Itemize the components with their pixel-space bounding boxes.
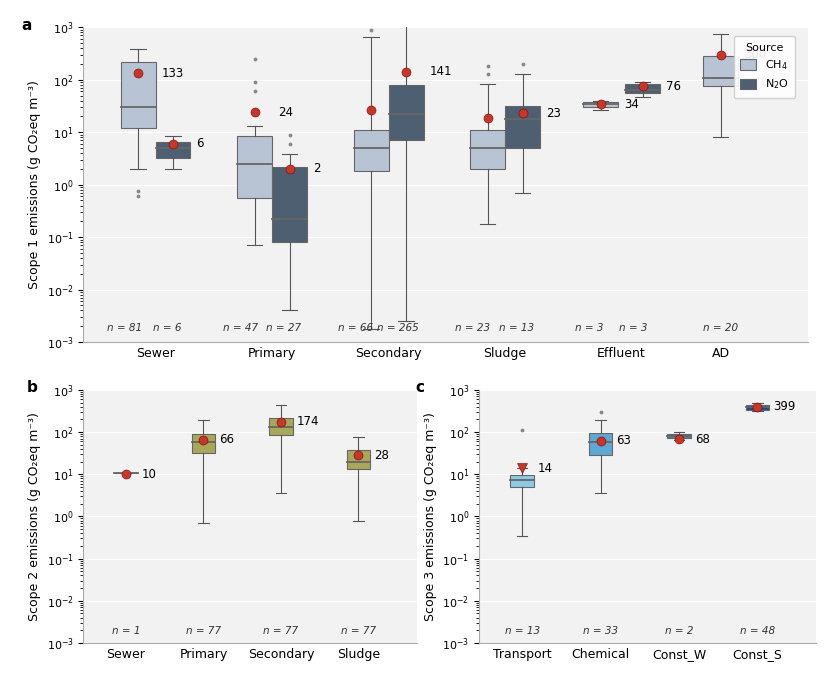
FancyBboxPatch shape bbox=[388, 85, 423, 140]
Text: 133: 133 bbox=[162, 67, 183, 80]
Text: 14: 14 bbox=[538, 462, 553, 475]
Text: n = 2: n = 2 bbox=[665, 626, 693, 635]
FancyBboxPatch shape bbox=[625, 84, 660, 94]
Text: 28: 28 bbox=[374, 449, 389, 462]
Text: 10: 10 bbox=[142, 468, 157, 481]
Y-axis label: Scope 2 emissions (g CO₂eq m⁻³): Scope 2 emissions (g CO₂eq m⁻³) bbox=[28, 412, 41, 621]
Y-axis label: Scope 1 emissions (g CO₂eq m⁻³): Scope 1 emissions (g CO₂eq m⁻³) bbox=[28, 80, 41, 289]
Text: n = 47: n = 47 bbox=[223, 323, 258, 332]
Text: n = 23: n = 23 bbox=[455, 323, 490, 332]
Text: 2: 2 bbox=[313, 162, 321, 175]
FancyBboxPatch shape bbox=[156, 142, 191, 158]
Text: 23: 23 bbox=[546, 107, 561, 120]
Text: c: c bbox=[415, 380, 424, 395]
Text: n = 27: n = 27 bbox=[266, 323, 302, 332]
Text: 76: 76 bbox=[666, 79, 681, 92]
Text: n = 66: n = 66 bbox=[338, 323, 373, 332]
Text: n = 13: n = 13 bbox=[499, 323, 534, 332]
FancyBboxPatch shape bbox=[589, 433, 612, 456]
Text: n = 6: n = 6 bbox=[153, 323, 182, 332]
FancyBboxPatch shape bbox=[354, 130, 388, 171]
Text: n = 81: n = 81 bbox=[107, 323, 142, 332]
Legend: CH$_4$, N$_2$O: CH$_4$, N$_2$O bbox=[734, 36, 796, 98]
FancyBboxPatch shape bbox=[470, 130, 505, 169]
Text: 27: 27 bbox=[394, 103, 409, 116]
FancyBboxPatch shape bbox=[511, 475, 534, 487]
Text: n = 77: n = 77 bbox=[186, 626, 221, 635]
Text: a: a bbox=[22, 18, 32, 33]
FancyBboxPatch shape bbox=[347, 450, 370, 469]
Text: n = 77: n = 77 bbox=[341, 626, 376, 635]
Text: 24: 24 bbox=[278, 106, 293, 119]
FancyBboxPatch shape bbox=[272, 167, 307, 242]
Text: n = 48: n = 48 bbox=[740, 626, 775, 635]
FancyBboxPatch shape bbox=[269, 418, 292, 435]
FancyBboxPatch shape bbox=[121, 62, 156, 128]
Text: n = 3: n = 3 bbox=[619, 323, 647, 332]
FancyBboxPatch shape bbox=[703, 56, 738, 86]
Text: 68: 68 bbox=[695, 432, 710, 445]
Text: 63: 63 bbox=[616, 434, 631, 447]
FancyBboxPatch shape bbox=[583, 102, 618, 107]
Text: n = 33: n = 33 bbox=[583, 626, 618, 635]
FancyBboxPatch shape bbox=[237, 136, 272, 198]
Text: n = 13: n = 13 bbox=[505, 626, 540, 635]
Text: 174: 174 bbox=[297, 415, 319, 428]
Text: 66: 66 bbox=[219, 433, 234, 446]
FancyBboxPatch shape bbox=[667, 434, 691, 438]
Text: 399: 399 bbox=[773, 400, 796, 413]
Text: n = 20: n = 20 bbox=[703, 323, 738, 332]
Text: n = 77: n = 77 bbox=[263, 626, 298, 635]
Text: b: b bbox=[27, 380, 37, 395]
FancyBboxPatch shape bbox=[505, 106, 540, 148]
Text: 141: 141 bbox=[429, 66, 451, 79]
Text: 6: 6 bbox=[197, 137, 204, 150]
Text: 300: 300 bbox=[744, 49, 766, 62]
Y-axis label: Scope 3 emissions (g CO₂eq m⁻³): Scope 3 emissions (g CO₂eq m⁻³) bbox=[424, 412, 436, 621]
Text: n = 1: n = 1 bbox=[112, 626, 140, 635]
FancyBboxPatch shape bbox=[192, 434, 215, 453]
Text: 19: 19 bbox=[511, 111, 526, 124]
Text: 34: 34 bbox=[624, 98, 639, 111]
FancyBboxPatch shape bbox=[746, 405, 769, 410]
Text: n = 3: n = 3 bbox=[575, 323, 603, 332]
Text: n = 265: n = 265 bbox=[377, 323, 419, 332]
